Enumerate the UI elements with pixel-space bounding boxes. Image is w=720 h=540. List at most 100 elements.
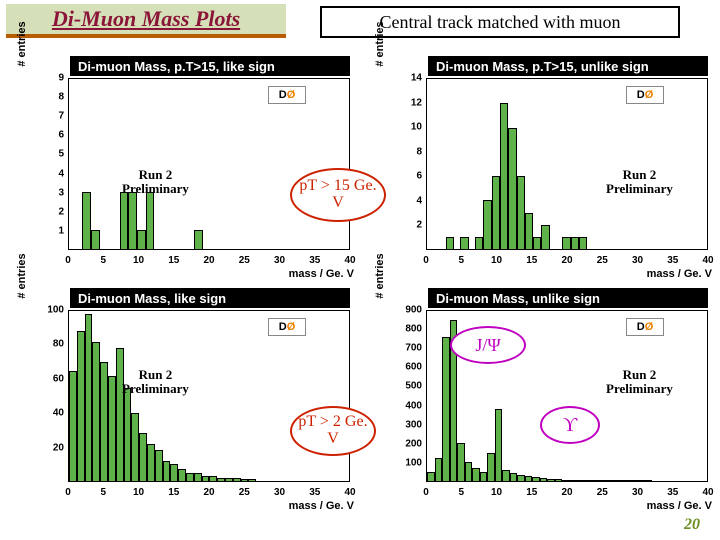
x-tick: 0 (423, 255, 429, 266)
x-tick: 0 (65, 487, 71, 498)
x-axis-label: mass / Ge. V (647, 268, 712, 280)
panel-title: Di-muon Mass, p.T>15, like sign (70, 56, 350, 76)
run2-preliminary-label: Run 2Preliminary (606, 168, 673, 195)
histogram-bar (495, 409, 503, 481)
y-tick: 4 (46, 168, 64, 179)
histogram-bar (487, 453, 495, 481)
panel-bottom-left: Di-muon Mass, like sign# entriesmass / G… (22, 288, 360, 508)
histogram-bar (233, 478, 241, 481)
y-axis-label: # entries (16, 246, 28, 306)
main-title-bar: Di-Muon Mass Plots (6, 4, 286, 38)
histogram-bar (202, 476, 210, 481)
plot-area (68, 310, 350, 482)
histogram-bar (217, 478, 225, 481)
histogram-bar (108, 376, 116, 481)
histogram-bar (500, 103, 508, 249)
histogram-bar (472, 468, 480, 481)
y-axis-label: # entries (374, 14, 386, 74)
d0-logo: DØ (626, 318, 664, 336)
y-tick: 800 (404, 324, 422, 335)
callout-upsilon-text: ϒ (563, 415, 577, 436)
histogram-bar (475, 237, 483, 249)
x-tick: 5 (458, 487, 464, 498)
histogram-bar (600, 480, 608, 481)
y-tick: 2 (404, 220, 422, 231)
y-tick: 12 (404, 97, 422, 108)
histogram-bar (131, 413, 139, 481)
y-tick: 9 (46, 73, 64, 84)
x-tick: 20 (561, 255, 572, 266)
histogram-bar (645, 480, 653, 481)
histogram-bar (532, 477, 540, 481)
y-tick: 20 (46, 442, 64, 453)
histogram-bar (209, 476, 217, 481)
x-tick: 30 (632, 487, 643, 498)
histogram-bar (139, 433, 147, 481)
x-tick: 15 (168, 487, 179, 498)
histogram-bar (82, 192, 91, 249)
d0-logo: DØ (626, 86, 664, 104)
x-tick: 10 (133, 487, 144, 498)
histogram-bar (637, 480, 645, 481)
y-tick: 40 (46, 408, 64, 419)
x-tick: 15 (168, 255, 179, 266)
histogram-bar (77, 331, 85, 481)
histogram-bar (510, 473, 518, 481)
histogram-bar (194, 473, 202, 482)
histogram-bar (570, 480, 578, 481)
callout-pt15: pT > 15 Ge. V (290, 168, 386, 222)
x-tick: 20 (203, 255, 214, 266)
x-tick: 10 (491, 255, 502, 266)
y-tick: 6 (404, 171, 422, 182)
histogram-bar (241, 479, 249, 481)
x-tick: 5 (458, 255, 464, 266)
callout-jpsi: J/Ψ (450, 326, 526, 364)
histogram-bar (248, 479, 256, 481)
x-tick: 15 (526, 487, 537, 498)
y-tick: 80 (46, 339, 64, 350)
y-tick: 7 (46, 111, 64, 122)
y-tick: 500 (404, 381, 422, 392)
callout-pt15-text: pT > 15 Ge. V (292, 178, 384, 212)
histogram-bar (92, 342, 100, 481)
run2-preliminary-label: Run 2Preliminary (606, 368, 673, 395)
d0-logo: DØ (268, 86, 306, 104)
y-axis-label: # entries (374, 246, 386, 306)
histogram-bar (517, 475, 525, 481)
histogram-bar (460, 237, 468, 249)
bar-container (427, 79, 707, 249)
x-tick: 20 (203, 487, 214, 498)
x-tick: 25 (239, 255, 250, 266)
main-title: Di-Muon Mass Plots (52, 6, 240, 32)
histogram-bar (435, 458, 443, 481)
histogram-bar (446, 237, 454, 249)
y-tick: 8 (46, 92, 64, 103)
panel-top-left: Di-muon Mass, p.T>15, like sign# entries… (22, 56, 360, 276)
run2-preliminary-label: Run 2Preliminary (122, 168, 189, 195)
histogram-bar (555, 479, 563, 481)
x-tick: 25 (597, 487, 608, 498)
histogram-bar (100, 362, 108, 481)
y-tick: 700 (404, 343, 422, 354)
x-tick: 0 (423, 487, 429, 498)
plot-area (426, 78, 708, 250)
histogram-bar (186, 473, 194, 482)
x-tick: 30 (632, 255, 643, 266)
histogram-bar (163, 461, 171, 481)
x-tick: 5 (100, 255, 106, 266)
histogram-bar (579, 237, 587, 249)
histogram-bar (585, 480, 593, 481)
histogram-bar (146, 192, 155, 249)
y-axis-label: # entries (16, 14, 28, 74)
panel-title: Di-muon Mass, unlike sign (428, 288, 708, 308)
histogram-bar (562, 480, 570, 482)
subtitle-text: Central track matched with muon (380, 12, 621, 33)
y-tick: 10 (404, 122, 422, 133)
callout-upsilon: ϒ (540, 406, 600, 444)
y-tick: 100 (404, 457, 422, 468)
histogram-bar (622, 480, 630, 481)
histogram-bar (128, 192, 137, 249)
y-tick: 14 (404, 73, 422, 84)
bar-container (69, 311, 349, 481)
histogram-bar (170, 464, 178, 481)
